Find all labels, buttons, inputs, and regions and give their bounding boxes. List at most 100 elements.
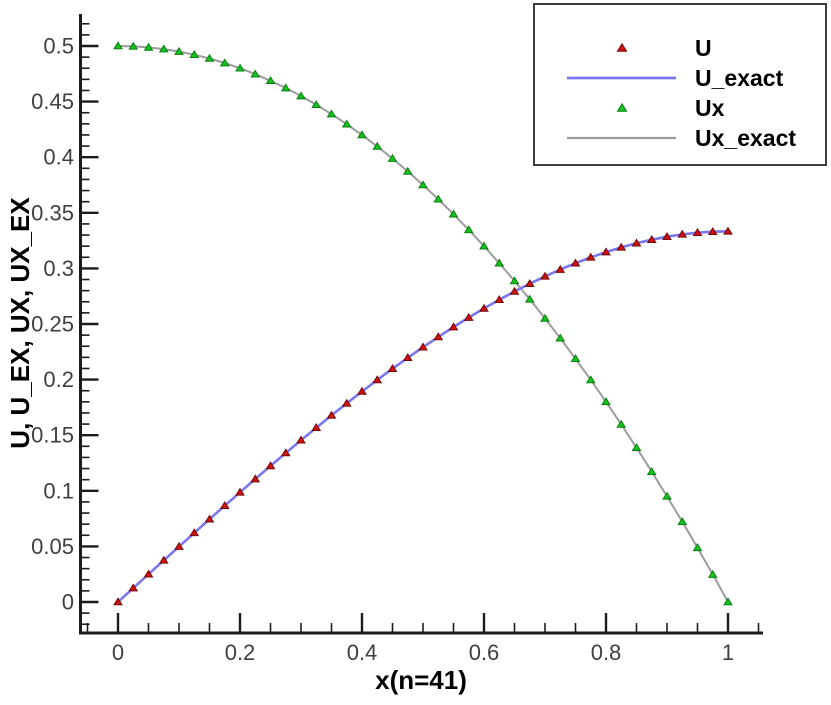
u-markers: [113, 226, 733, 606]
u-marker-triangle: [540, 271, 550, 280]
ux-marker-triangle: [448, 209, 459, 218]
u-marker-triangle: [585, 252, 596, 261]
legend-line-sample: [567, 136, 676, 140]
u-marker-triangle: [357, 386, 367, 395]
ux-marker-triangle: [616, 419, 627, 428]
x-tick-label: 0: [112, 640, 124, 665]
u-marker-triangle: [570, 258, 581, 267]
ux-marker-triangle: [555, 333, 566, 342]
u-marker-triangle: [113, 597, 123, 606]
u-marker-triangle: [555, 264, 566, 273]
u-marker-triangle: [402, 353, 413, 362]
ux-marker-triangle: [235, 63, 245, 72]
ux-markers: [113, 41, 733, 606]
u-marker-triangle: [311, 423, 322, 431]
y-tick-label: 0.1: [43, 478, 74, 503]
x-tick-label: 0.8: [591, 640, 622, 665]
legend-row: U: [535, 33, 825, 63]
ux-marker-triangle: [341, 119, 352, 128]
u-marker-triangle: [387, 364, 398, 372]
ux-marker-triangle: [723, 597, 733, 606]
legend-triangle-icon: [616, 102, 628, 112]
ux-marker-triangle: [524, 294, 535, 303]
u-exact-line: [117, 230, 729, 603]
ux-marker-triangle: [402, 166, 413, 175]
u-marker-triangle: [128, 583, 139, 592]
y-tick-label: 0.4: [43, 145, 74, 170]
u-marker-triangle: [463, 312, 474, 321]
legend-row: U_exact: [535, 63, 825, 93]
ux-marker-triangle: [357, 130, 367, 139]
ux-marker-triangle: [677, 517, 688, 526]
ux-marker-triangle: [265, 76, 276, 85]
u-marker-triangle: [509, 286, 520, 295]
ux-marker-triangle: [570, 354, 581, 363]
x-tick-label: 0.6: [469, 640, 500, 665]
x-tick-label: 0.2: [225, 640, 256, 665]
ux-marker-triangle: [143, 42, 154, 51]
ux-marker-triangle: [601, 397, 611, 406]
u-marker-triangle: [235, 487, 245, 496]
y-tick-label: 0: [62, 590, 74, 615]
ux-marker-triangle: [296, 91, 306, 100]
y-tick-label: 0.5: [43, 34, 74, 59]
ux-marker-triangle: [326, 109, 337, 118]
u-marker-triangle: [174, 541, 184, 550]
x-tick-label: 1: [722, 640, 734, 665]
u-marker-triangle: [265, 461, 276, 470]
y-tick-label: 0.35: [31, 200, 74, 225]
ux-marker-triangle: [433, 194, 444, 203]
ux-marker-triangle: [158, 44, 169, 53]
u-marker-triangle: [250, 474, 261, 483]
ux-marker-triangle: [113, 41, 123, 50]
u-marker-triangle: [677, 229, 688, 238]
y-tick-label: 0.3: [43, 256, 74, 281]
y-tick-label: 0.2: [43, 367, 74, 392]
u-marker-triangle: [494, 295, 505, 304]
ux-marker-triangle: [585, 375, 596, 384]
axes: 0 0.2 0.4 0.6 0.8 1 0 0.05 0.1 0.15 0.2 0.25 0.3 0.35…: [31, 14, 763, 665]
legend-label: Ux_exact: [695, 124, 797, 151]
y-tick-label: 0.05: [31, 534, 74, 559]
legend-label: U_exact: [695, 64, 784, 91]
ux-marker-triangle: [509, 276, 520, 285]
u-marker-triangle: [662, 232, 672, 241]
legend-triangle-icon: [616, 42, 628, 52]
u-marker-triangle: [601, 247, 611, 256]
u-marker-triangle: [204, 514, 215, 523]
u-marker-triangle: [418, 342, 428, 351]
ux-marker-triangle: [250, 69, 261, 78]
y-tick-label: 0.25: [31, 312, 74, 337]
ux-marker-triangle: [204, 53, 215, 62]
u-marker-triangle: [631, 238, 642, 247]
ux-marker-triangle: [631, 443, 642, 452]
u-marker-triangle: [158, 555, 169, 564]
u-marker-triangle: [143, 569, 154, 578]
ux-marker-triangle: [174, 46, 184, 55]
u-marker-triangle: [433, 332, 444, 341]
legend-row: Ux_exact: [535, 123, 825, 153]
ux-marker-triangle: [662, 491, 672, 500]
x-axis-title: x(n=41): [375, 665, 467, 695]
x-tick-label: 0.4: [347, 640, 378, 665]
data-series: [113, 41, 733, 606]
ux-marker-triangle: [479, 241, 489, 250]
u-marker-triangle: [326, 410, 337, 419]
u-marker-triangle: [341, 398, 352, 407]
legend-row: Ux: [535, 93, 825, 123]
legend-label: Ux: [695, 94, 725, 121]
ux-marker-triangle: [463, 225, 474, 234]
u-marker-triangle: [524, 279, 535, 288]
u-marker-triangle: [723, 226, 733, 235]
y-tick-label: 0.45: [31, 89, 74, 114]
u-marker-triangle: [707, 227, 718, 235]
u-marker-triangle: [479, 303, 489, 312]
u-marker-triangle: [616, 242, 627, 251]
u-marker-triangle: [280, 448, 291, 457]
ux-marker-triangle: [219, 58, 230, 67]
ux-marker-triangle: [372, 141, 383, 150]
ux-marker-triangle: [540, 313, 550, 322]
u-marker-triangle: [448, 322, 459, 331]
legend-line-sample: [567, 76, 676, 80]
